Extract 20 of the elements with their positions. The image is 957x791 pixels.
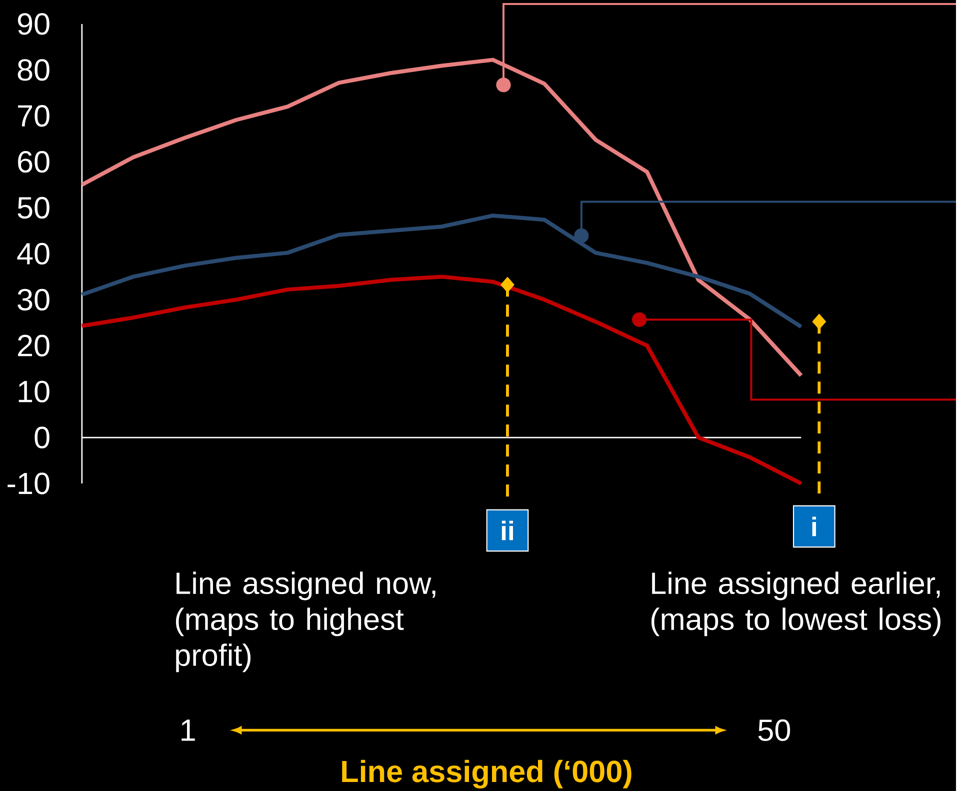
line-series [80, 274, 804, 486]
line-series [80, 214, 804, 329]
y-tick-label: 40 [17, 242, 50, 264]
y-tick-label: 60 [18, 150, 50, 173]
text: ii [502, 520, 513, 540]
y-tick-label: 10 [18, 380, 50, 402]
y-tick-label: 90 [18, 13, 50, 35]
y-tick-label: 70 [18, 104, 50, 127]
text: i [812, 516, 816, 536]
y-tick-label: 0 [34, 426, 50, 448]
text: Line assigned earlier, (maps to lowest loss) [651, 572, 940, 636]
y-tick-label: 80 [18, 58, 50, 81]
y-tick-label: 30 [18, 288, 50, 310]
text: Line assigned (‘000) [342, 760, 632, 788]
y-tick-label: -10 [8, 472, 50, 494]
y-tick-label: 20 [18, 334, 50, 356]
text: Line assigned now, (maps to highest profit) [176, 572, 436, 672]
text: 1 [182, 720, 195, 741]
y-tick-label: 50 [18, 196, 50, 219]
text: 50 [758, 719, 790, 741]
